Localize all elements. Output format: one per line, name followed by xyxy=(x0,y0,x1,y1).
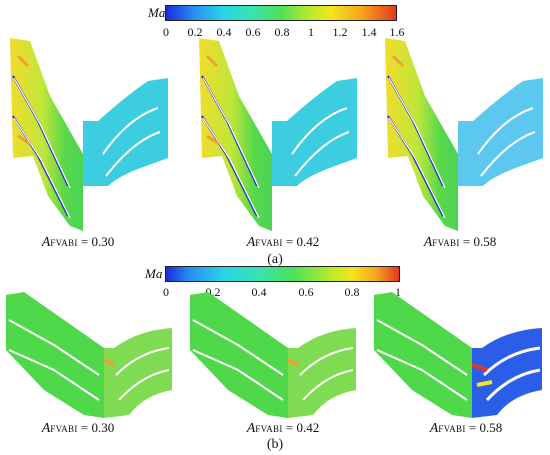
colorbar-b-tick: 0 xyxy=(163,285,169,299)
rotor-passage xyxy=(104,328,172,418)
case-label: AFVABI = 0.42 xyxy=(247,234,320,251)
case-label: AFVABI = 0.58 xyxy=(430,420,503,437)
case-label: AFVABI = 0.42 xyxy=(247,420,320,437)
case-subscript: FVABI xyxy=(50,238,78,248)
case-value: = 0.58 xyxy=(465,420,503,435)
stator-passage xyxy=(385,38,458,231)
colorbar-a-label: Ma xyxy=(148,5,166,20)
colorbar-a-tick: 1.6 xyxy=(389,25,405,39)
colorbar-a-tick: 0 xyxy=(163,25,169,39)
case-symbol: A xyxy=(246,421,256,436)
case-value: = 0.42 xyxy=(282,420,320,435)
case-value: = 0.30 xyxy=(77,420,115,435)
colorbar-b-tick: 0.8 xyxy=(344,285,360,299)
case-subscript: FVABI xyxy=(255,424,283,434)
case-symbol: A xyxy=(41,235,51,250)
case-value: = 0.58 xyxy=(459,234,497,249)
case-subscript: FVABI xyxy=(432,238,460,248)
colorbar-b-tick: 0.6 xyxy=(298,285,314,299)
contour-plot-b-3 xyxy=(374,292,542,418)
panel-caption-b: (b) xyxy=(266,437,284,452)
colorbar-a-tick: 0.6 xyxy=(245,25,261,39)
rotor-passage xyxy=(83,78,168,186)
colorbar-a xyxy=(165,5,397,21)
colorbar-a-tick: 0.4 xyxy=(216,25,232,39)
case-symbol: A xyxy=(246,235,256,250)
colorbar-a-tick: 1.4 xyxy=(361,25,377,39)
colorbar-b-label: Ma xyxy=(145,266,163,281)
case-label: AFVABI = 0.58 xyxy=(424,234,497,251)
contour-plot-b-1 xyxy=(6,292,172,418)
contour-plot-a-3 xyxy=(385,38,543,231)
colorbar-a-tick: 1.2 xyxy=(332,25,348,39)
case-subscript: FVABI xyxy=(438,424,466,434)
rotor-passage xyxy=(288,328,356,418)
case-subscript: FVABI xyxy=(50,424,78,434)
stator-passage xyxy=(199,38,272,231)
colorbar-b-tick: 1 xyxy=(395,285,401,299)
case-subscript: FVABI xyxy=(255,238,283,248)
panel-caption-a: (a) xyxy=(267,252,283,267)
contour-plot-b-2 xyxy=(190,292,356,418)
colorbar-a-tick: 0.2 xyxy=(187,25,203,39)
case-symbol: A xyxy=(41,421,51,436)
case-symbol: A xyxy=(423,235,433,250)
stator-passage xyxy=(10,38,83,231)
case-value: = 0.42 xyxy=(282,234,320,249)
case-label: AFVABI = 0.30 xyxy=(42,234,115,251)
contour-plot-a-1 xyxy=(10,38,168,231)
rotor-passage xyxy=(272,78,357,186)
colorbar-b xyxy=(165,266,400,282)
case-symbol: A xyxy=(429,421,439,436)
colorbar-a-tick: 0.8 xyxy=(274,25,290,39)
rotor-passage xyxy=(458,78,543,186)
case-label: AFVABI = 0.30 xyxy=(42,420,115,437)
colorbar-b-tick: 0.4 xyxy=(251,285,267,299)
case-value: = 0.30 xyxy=(77,234,115,249)
contour-plot-a-2 xyxy=(199,38,357,231)
colorbar-a-tick: 1 xyxy=(308,25,314,39)
